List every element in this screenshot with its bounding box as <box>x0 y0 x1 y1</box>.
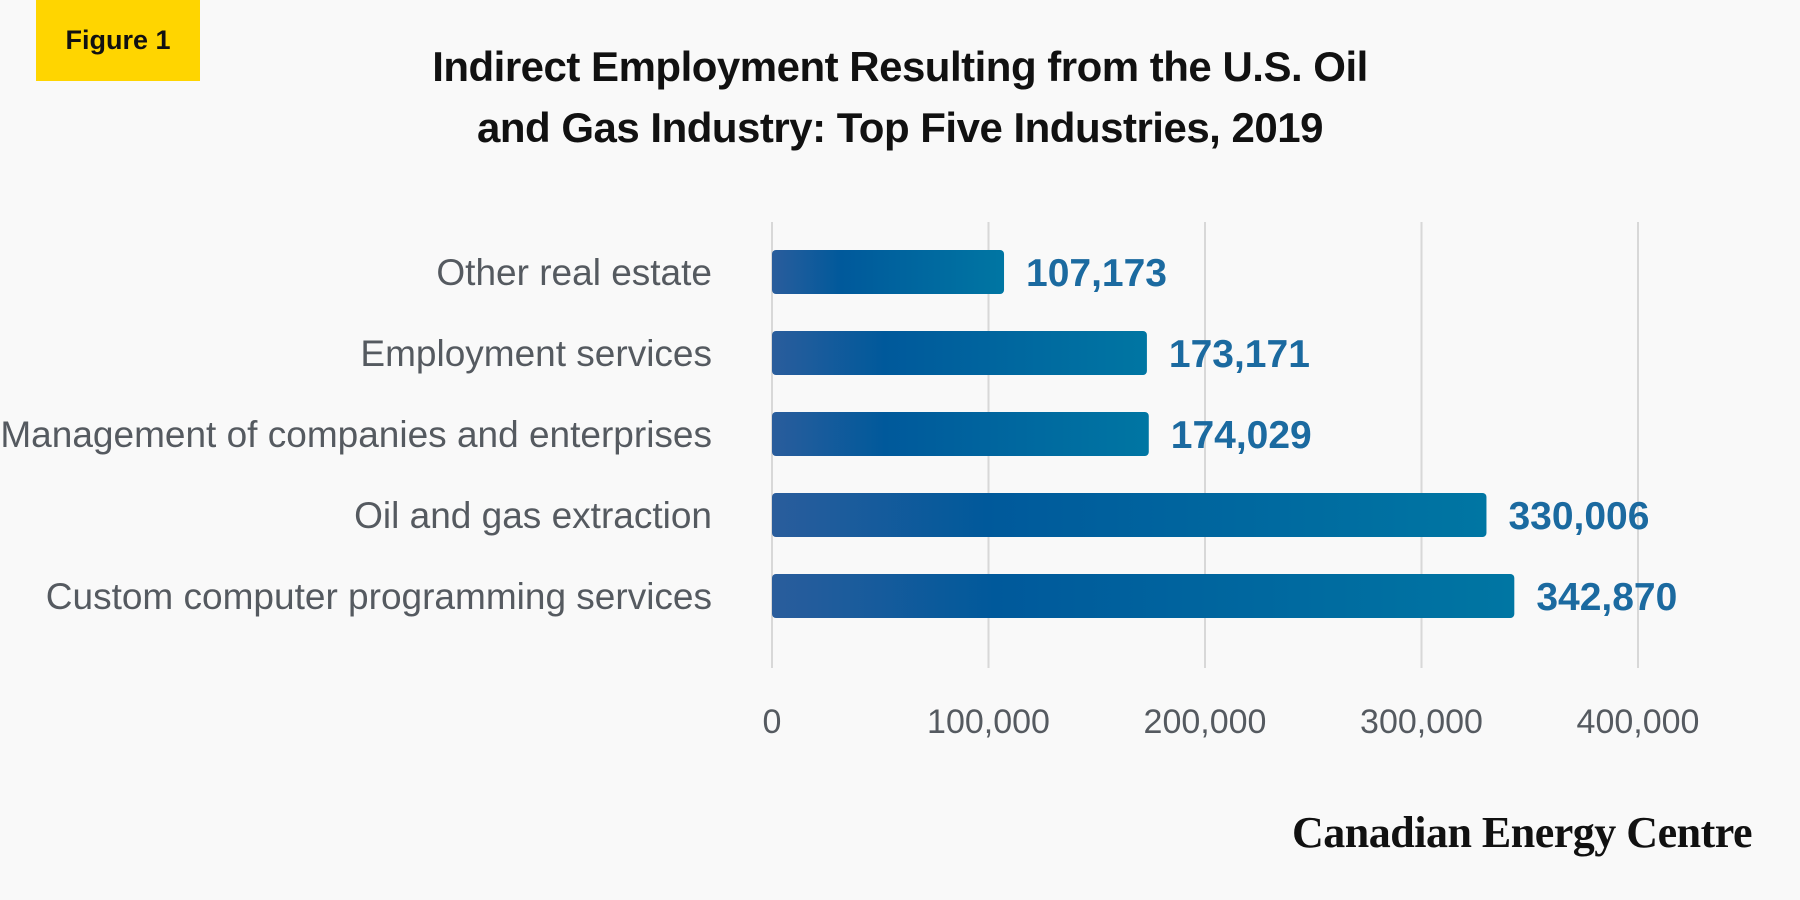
category-labels: Other real estate Employment services Mana… <box>0 252 712 617</box>
category-label: Custom computer programming services <box>46 576 712 617</box>
bar <box>772 412 1149 456</box>
value-label: 174,029 <box>1171 414 1312 457</box>
chart-title: Indirect Employment Resulting from the U… <box>360 36 1440 158</box>
figure-badge: Figure 1 <box>36 0 200 81</box>
x-tick-label: 0 <box>763 703 782 741</box>
x-tick-label: 300,000 <box>1360 703 1483 741</box>
category-label: Oil and gas extraction <box>354 495 712 536</box>
x-tick-label: 400,000 <box>1577 703 1700 741</box>
value-label: 107,173 <box>1026 252 1167 295</box>
bar <box>772 331 1147 375</box>
chart-title-line-1: Indirect Employment Resulting from the U… <box>432 43 1368 90</box>
category-label: Other real estate <box>436 252 712 293</box>
bar <box>772 250 1005 294</box>
value-label: 173,171 <box>1169 333 1310 376</box>
value-label: 342,870 <box>1536 576 1677 619</box>
category-label: Management of companies and enterprises <box>0 414 712 455</box>
chart-title-line-2: and Gas Industry: Top Five Industries, 2… <box>477 104 1323 151</box>
brand-logo-text: Canadian Energy Centre <box>1292 808 1752 857</box>
value-label: 330,006 <box>1508 495 1649 538</box>
x-tick-label: 100,000 <box>927 703 1050 741</box>
bar <box>772 493 1487 537</box>
x-tick-label: 200,000 <box>1144 703 1267 741</box>
bar <box>772 574 1515 618</box>
bars <box>772 250 1515 618</box>
x-axis-ticks: 0 100,000 200,000 300,000 400,000 <box>763 703 1700 741</box>
category-label: Employment services <box>360 333 712 374</box>
